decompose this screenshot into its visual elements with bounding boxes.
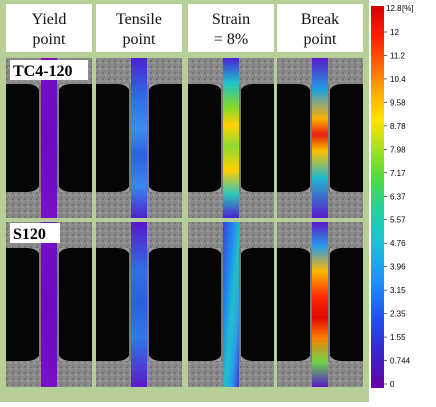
colorbar-tick-label: 3.15 [390,286,406,295]
strain-map-r1-c3 [188,58,274,218]
colorbar-tick-label: 9.58 [390,98,406,107]
gauge-strain-field [131,58,147,218]
column-header-line2: point [33,31,66,48]
colorbar-tick-label: 0.744 [390,357,411,366]
column-header-line1: Tensile [116,11,162,28]
gauge-strain-field [41,58,57,218]
colorbar-tick-label: 12 [390,28,399,37]
column-header-1: Yield point [6,4,92,52]
gauge-strain-field [223,58,239,218]
strain-map-r1-c2 [96,58,182,218]
colorbar-tick-label: 8.78 [390,122,406,131]
column-header-line1: Break [301,11,339,28]
gauge-strain-field [41,222,57,387]
strain-map-r1-c1 [6,58,92,218]
strain-map-r2-c4 [277,222,363,387]
colorbar-tick-label: 5.57 [390,216,406,225]
row-label-2: S120 [10,223,60,243]
colorbar-tick-label: 0 [390,380,395,389]
colorbar-tick-label: 2.35 [390,310,406,319]
strain-map-r2-c3 [188,222,274,387]
colorbar-tick-label: 11.2 [390,51,406,60]
column-header-2: Tensile point [96,4,182,52]
column-header-line2: point [123,31,156,48]
column-header-line2: = 8% [214,31,248,48]
colorbar-unit-label: [%] [402,4,414,13]
colorbar-gradient [371,6,384,388]
strain-map-r2-c1 [6,222,92,387]
gauge-strain-field [312,222,328,387]
row-label-1: TC4-120 [10,60,88,80]
colorbar-tick-label: 1.55 [390,333,406,342]
colorbar-tick-label: 4.76 [390,239,406,248]
colorbar-max-label: 12.8 [386,4,402,13]
row-label-text: TC4-120 [13,63,73,80]
column-header-line1: Yield [32,11,67,28]
colorbar-tick-label: 7.17 [390,169,406,178]
gauge-strain-field [131,222,147,387]
gauge-strain-field [223,222,239,387]
column-header-4: Break point [277,4,363,52]
column-header-3: Strain = 8% [188,4,274,52]
gauge-strain-field [312,58,328,218]
column-header-line1: Strain [212,11,250,28]
colorbar: 12.8 [%] 12 11.2 10.4 9.58 8.78 7.98 7.17 6.37 5… [371,4,414,389]
column-header-line2: point [304,31,337,48]
colorbar-tick-label: 6.37 [390,192,406,201]
colorbar-tick-label: 3.96 [390,263,406,272]
strain-map-r1-c4 [277,58,363,218]
row-label-text: S120 [13,226,46,243]
colorbar-tick-label: 10.4 [390,75,406,84]
strain-map-r2-c2 [96,222,182,387]
colorbar-tick-label: 7.98 [390,145,406,154]
